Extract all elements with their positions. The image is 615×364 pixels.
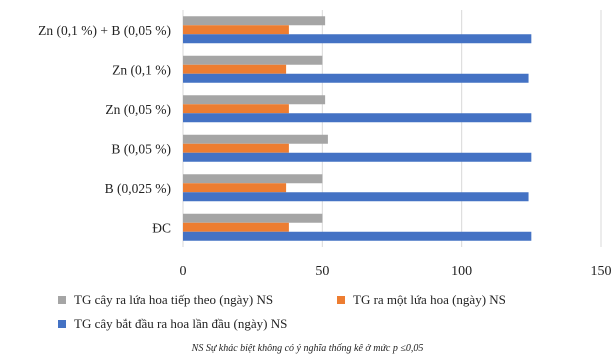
x-tick-label: 100 <box>451 264 472 279</box>
bar <box>183 192 529 202</box>
bar <box>183 134 328 144</box>
category-label: B (0,05 %) <box>111 141 171 156</box>
legend-label: TG cây bắt đầu ra hoa lần đầu (ngày) NS <box>74 316 288 331</box>
bar <box>183 231 532 241</box>
bar <box>183 222 289 232</box>
bar <box>183 104 289 114</box>
legend-swatch <box>337 296 345 304</box>
legend-swatch <box>58 296 66 304</box>
x-tick-label: 0 <box>180 264 187 279</box>
legend-label: TG cây ra lứa hoa tiếp theo (ngày) NS <box>74 292 274 307</box>
bar <box>183 16 326 26</box>
bar-chart: ĐC B (0,025 %) B (0,05 %) Zn (0,05 %) Zn (0,… <box>38 10 612 279</box>
bar <box>183 73 529 83</box>
chart-legend: TG cây ra lứa hoa tiếp theo (ngày) NS TG… <box>0 286 615 334</box>
bar <box>183 174 323 184</box>
legend-item-next-flowering: TG cây ra lứa hoa tiếp theo (ngày) NS <box>58 292 273 308</box>
bar <box>183 113 532 123</box>
bar <box>183 152 532 162</box>
bar <box>183 55 323 65</box>
category-label: Zn (0,05 %) <box>105 102 171 117</box>
category-label: ĐC <box>152 220 171 235</box>
legend-label: TG ra một lứa hoa (ngày) NS <box>353 292 506 307</box>
category-label: Zn (0,1 %) <box>112 62 171 77</box>
bar <box>183 213 323 223</box>
footnote: NS Sự khác biệt không có ý nghĩa thống k… <box>191 343 424 354</box>
legend-swatch <box>58 320 66 328</box>
legend-item-first-flowering: TG cây bắt đầu ra hoa lần đầu (ngày) NS <box>58 316 287 332</box>
x-tick-label: 150 <box>591 264 612 279</box>
bar <box>183 25 289 35</box>
legend-item-one-flowering: TG ra một lứa hoa (ngày) NS <box>337 292 506 308</box>
bar <box>183 34 532 44</box>
category-label: Zn (0,1 %) + B (0,05 %) <box>38 23 171 38</box>
bar <box>183 143 289 153</box>
bar <box>183 95 326 105</box>
category-label: B (0,025 %) <box>105 181 171 196</box>
x-tick-label: 50 <box>315 264 329 279</box>
bar <box>183 64 287 74</box>
bar <box>183 183 287 193</box>
